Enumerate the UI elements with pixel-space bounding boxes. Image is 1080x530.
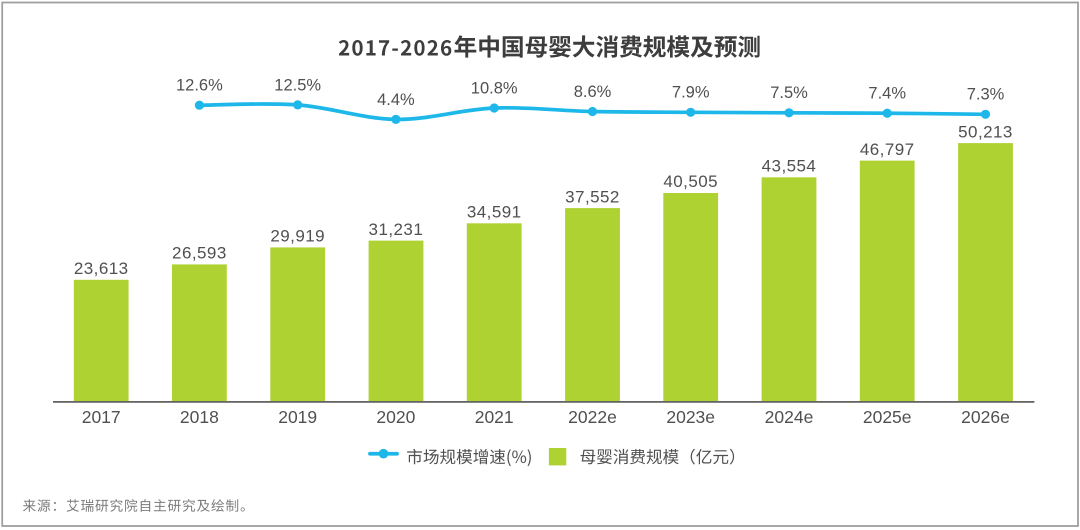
svg-text:7.4%: 7.4% (868, 85, 906, 103)
svg-text:12.6%: 12.6% (176, 77, 223, 95)
svg-text:7.3%: 7.3% (967, 86, 1005, 104)
svg-text:34,591: 34,591 (467, 203, 522, 222)
svg-text:2023e: 2023e (666, 407, 715, 427)
svg-text:43,554: 43,554 (762, 157, 817, 176)
svg-text:2022e: 2022e (568, 407, 617, 427)
svg-text:50,213: 50,213 (958, 122, 1013, 141)
svg-text:2019: 2019 (278, 407, 317, 427)
svg-text:29,919: 29,919 (270, 227, 325, 246)
svg-text:40,505: 40,505 (663, 172, 718, 191)
svg-text:10.8%: 10.8% (471, 79, 518, 97)
svg-text:2026e: 2026e (961, 407, 1010, 427)
svg-text:2018: 2018 (180, 407, 219, 427)
svg-text:46,797: 46,797 (860, 140, 915, 159)
svg-text:8.6%: 8.6% (574, 83, 612, 101)
svg-text:2025e: 2025e (863, 407, 912, 427)
svg-text:12.5%: 12.5% (274, 76, 321, 94)
svg-text:7.9%: 7.9% (672, 84, 710, 102)
svg-text:31,231: 31,231 (369, 220, 424, 239)
svg-text:2024e: 2024e (765, 407, 814, 427)
svg-text:26,593: 26,593 (172, 244, 227, 263)
svg-text:23,613: 23,613 (74, 259, 129, 278)
svg-text:2021: 2021 (475, 407, 514, 427)
svg-text:2017: 2017 (82, 407, 121, 427)
svg-text:37,552: 37,552 (565, 187, 620, 206)
svg-text:7.5%: 7.5% (770, 84, 808, 102)
svg-text:2020: 2020 (376, 407, 415, 427)
svg-text:4.4%: 4.4% (377, 91, 415, 109)
